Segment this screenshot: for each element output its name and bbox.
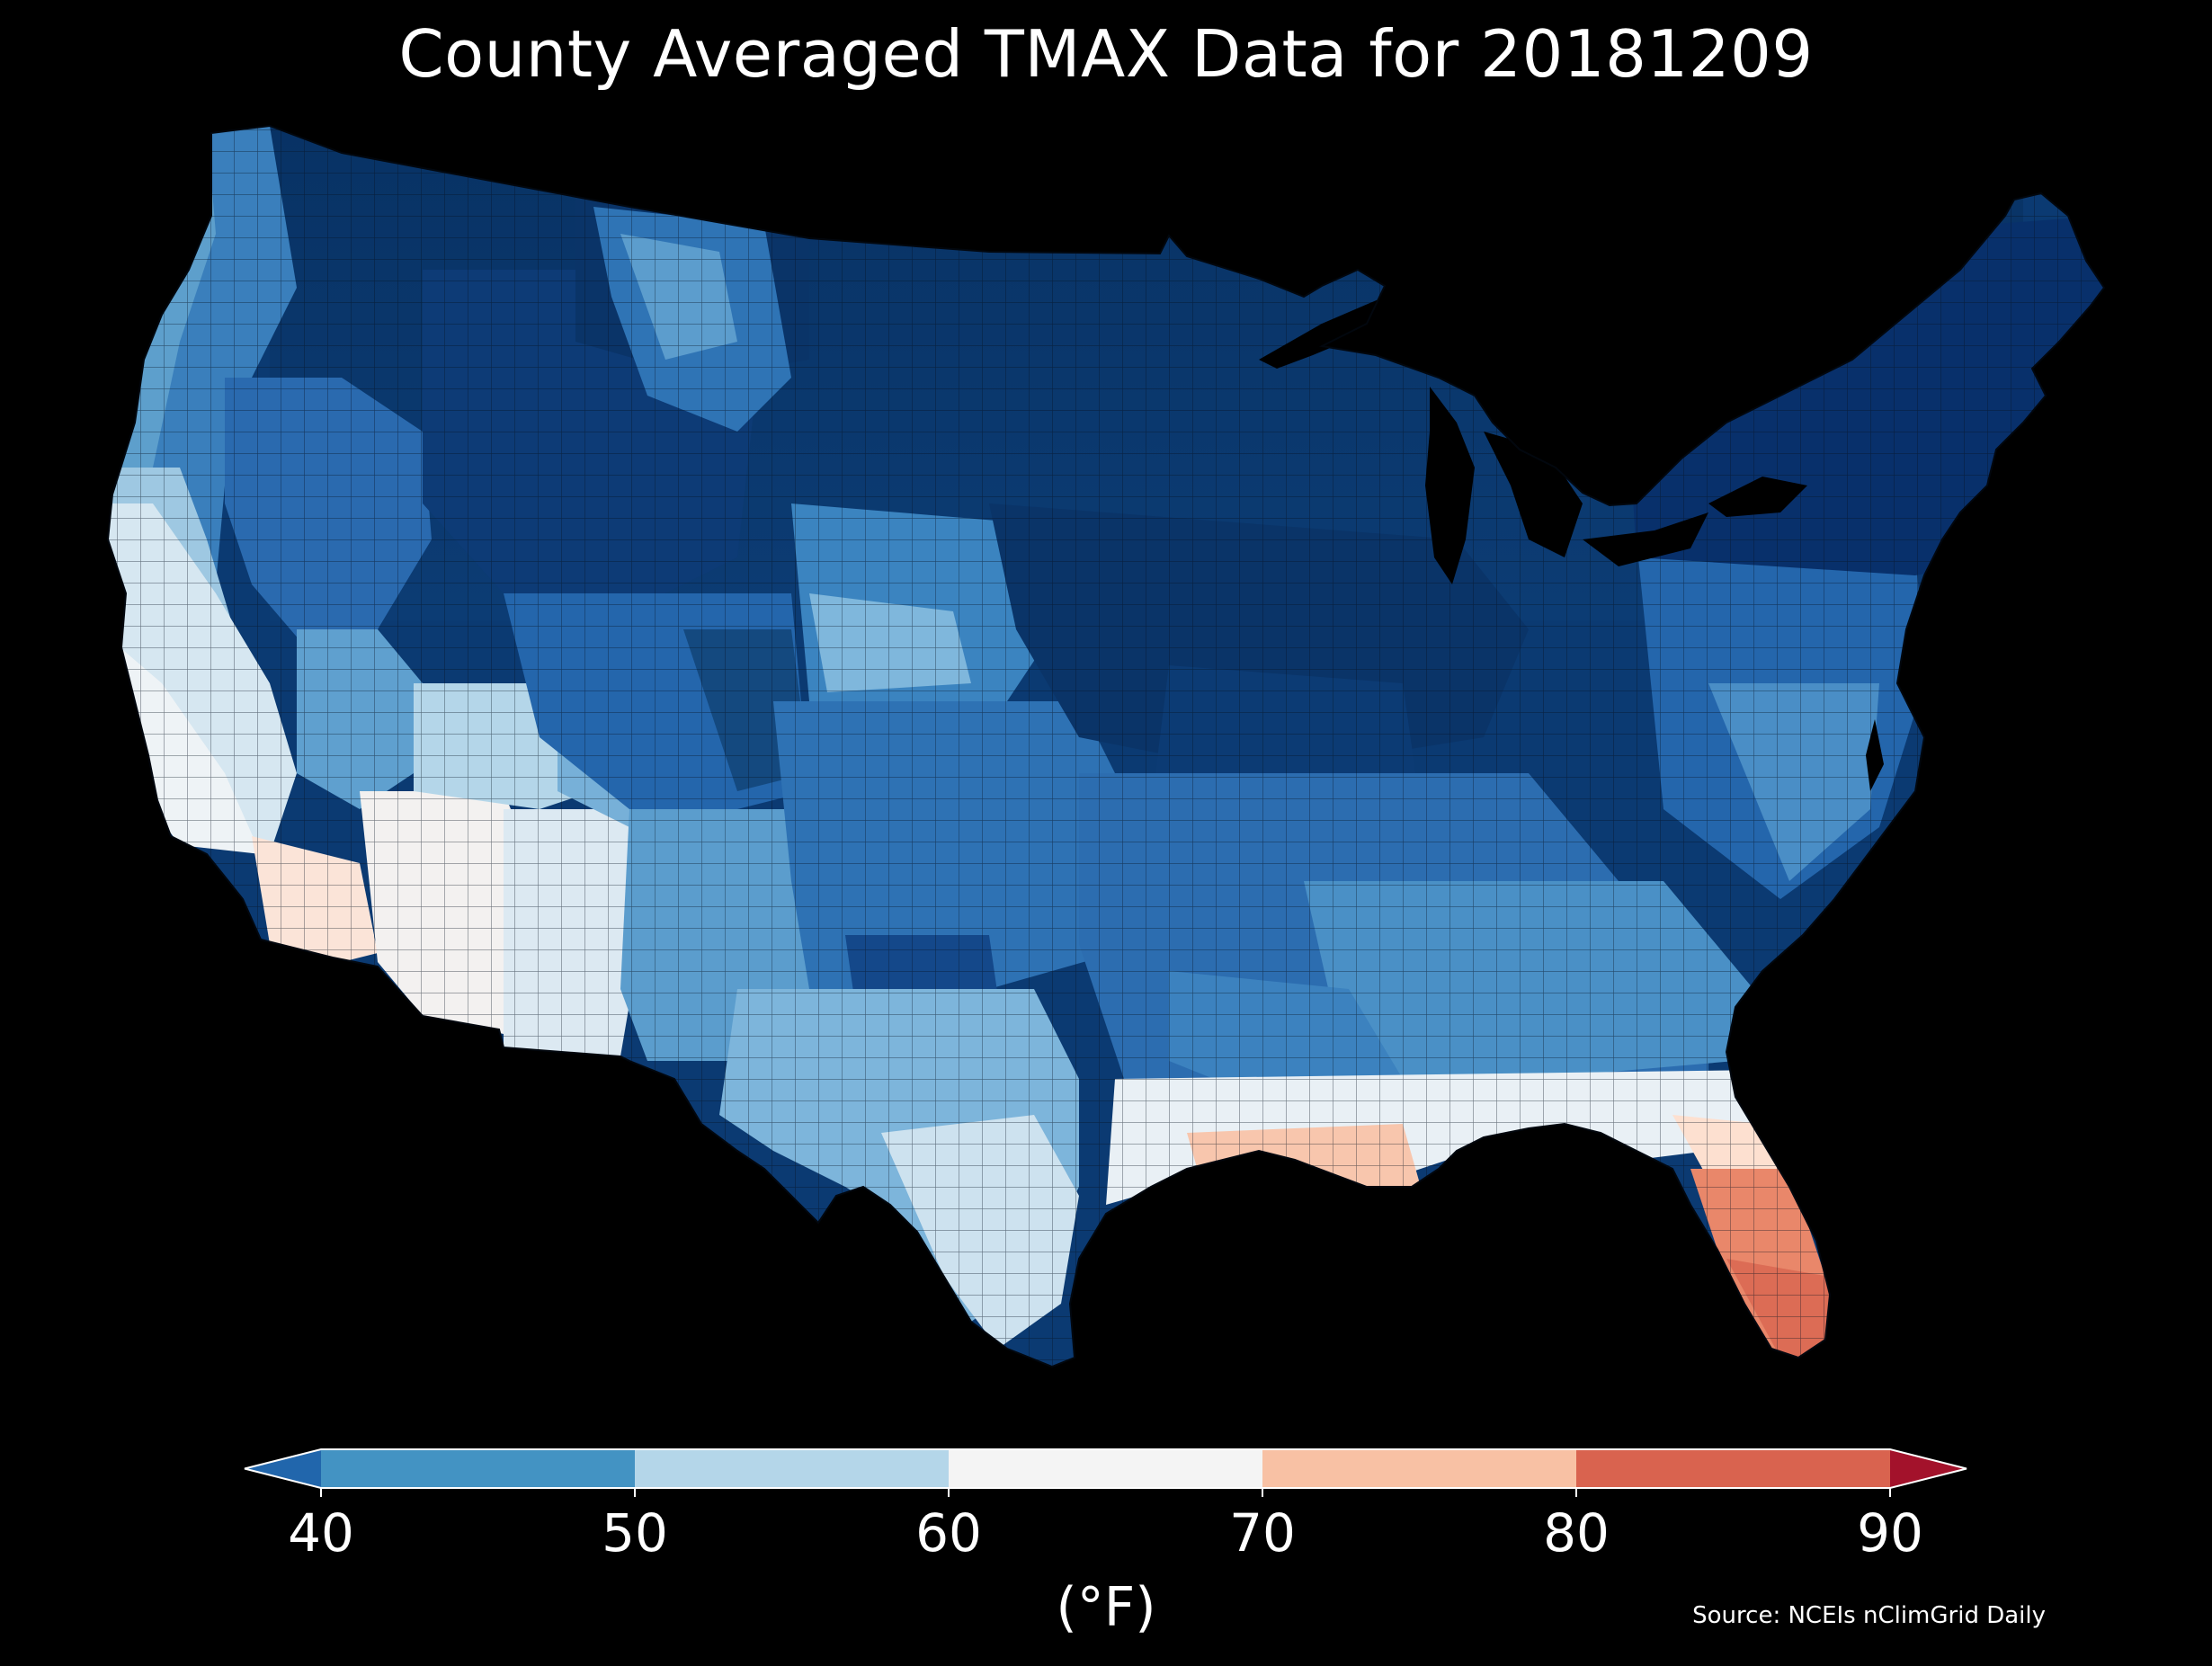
source-credit: Source: NCEIs nClimGrid Daily: [1692, 1602, 2046, 1629]
colorbar-tick-label-80: 80: [1543, 1502, 1610, 1564]
colorbar-bin-60-70: [949, 1449, 1262, 1488]
colorbar-bin-50-60: [635, 1449, 949, 1488]
coastal-water: [1866, 719, 1884, 791]
colorbar-extend-high: [1890, 1449, 1967, 1488]
map-title: County Averaged TMAX Data for 20181209: [398, 16, 1814, 92]
colorbar-bin-40-50: [321, 1449, 635, 1488]
colorbar-tick-label-60: 60: [915, 1502, 982, 1564]
colorbar-tick-label-70: 70: [1229, 1502, 1296, 1564]
great-lakes: [1259, 297, 1807, 584]
colorbar-tick-label-40: 40: [288, 1502, 354, 1564]
colorbar-tick-label-50: 50: [602, 1502, 668, 1564]
colorbar-unit-label: (°F): [1056, 1576, 1156, 1639]
colorbar-tick-label-90: 90: [1857, 1502, 1923, 1564]
colorbar-bin-70-80: [1262, 1449, 1576, 1488]
colorbar-bin-80-90: [1576, 1449, 1890, 1488]
colorbar-bins: [321, 1449, 1890, 1488]
colorbar-extend-low: [245, 1449, 321, 1488]
colorbar-ticks: 40 50 60 70 80 90: [288, 1488, 1923, 1564]
